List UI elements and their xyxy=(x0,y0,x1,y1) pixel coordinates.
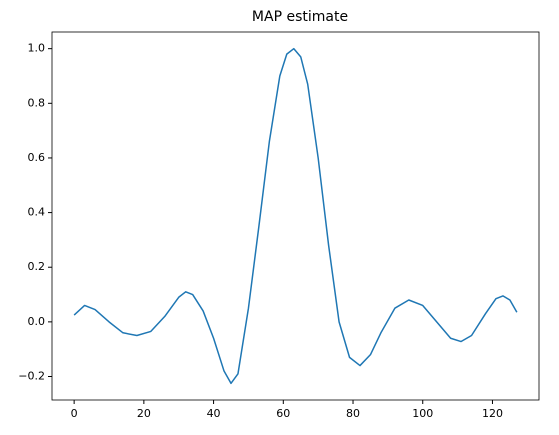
x-tick-label: 100 xyxy=(412,407,433,420)
y-tick-label: 0.0 xyxy=(28,315,46,328)
x-tick-label: 0 xyxy=(71,407,78,420)
y-tick-label: 0.2 xyxy=(28,260,46,273)
y-tick-label: 0.6 xyxy=(28,151,46,164)
x-tick-label: 120 xyxy=(482,407,503,420)
x-tick-label: 40 xyxy=(207,407,221,420)
y-tick-label: 1.0 xyxy=(28,42,46,55)
x-tick-label: 80 xyxy=(346,407,360,420)
y-tick-label: 0.8 xyxy=(28,96,46,109)
y-tick-label: −0.2 xyxy=(18,370,45,383)
chart-title: MAP estimate xyxy=(252,9,348,25)
x-tick-label: 20 xyxy=(137,407,151,420)
line-series xyxy=(73,47,518,385)
plot-frame xyxy=(51,31,540,401)
y-tick-label: 0.4 xyxy=(28,206,46,219)
x-tick-label: 60 xyxy=(276,407,290,420)
